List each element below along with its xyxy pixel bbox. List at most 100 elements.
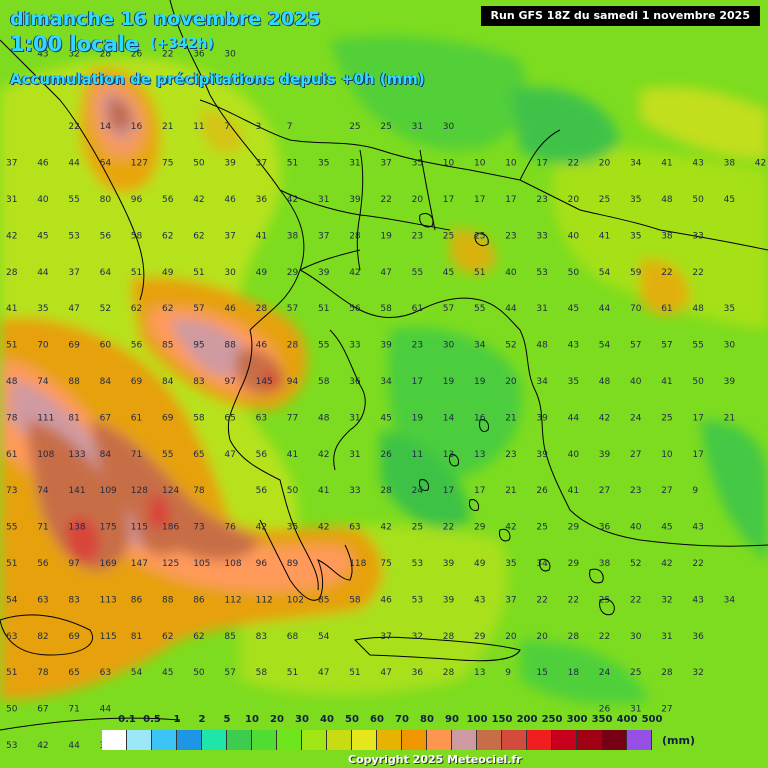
- grid-value: 55: [162, 450, 173, 460]
- grid-value: 65: [193, 450, 204, 460]
- legend-label: 400: [616, 714, 638, 725]
- grid-value: 25: [474, 231, 485, 241]
- grid-value: 108: [224, 559, 241, 569]
- legend-label: 10: [245, 714, 259, 725]
- grid-value: 78: [37, 668, 49, 678]
- legend-label: 30: [295, 714, 309, 725]
- legend-label: 1: [173, 714, 181, 725]
- grid-value: 56: [100, 231, 112, 241]
- grid-value: 85: [162, 341, 173, 351]
- grid-value: 34: [724, 595, 736, 605]
- grid-value: 73: [6, 486, 17, 496]
- grid-value: 85: [224, 632, 235, 642]
- legend-label: 100: [466, 714, 488, 725]
- valid-time-line: 1:00 locale: [10, 32, 140, 56]
- legend-labels: 0.1 0.5 1 2 5 10 20 30 40 50 60 70 80 90 100 150 200 250 3…: [0, 714, 768, 728]
- grid-value: 56: [131, 341, 143, 351]
- grid-value: 54: [599, 268, 611, 278]
- grid-value: 35: [287, 523, 298, 533]
- grid-value: 28: [256, 304, 268, 314]
- grid-value: 96: [131, 195, 143, 205]
- grid-value: 88: [68, 377, 80, 387]
- grid-value: 41: [661, 159, 672, 169]
- legend-label: 60: [370, 714, 384, 725]
- grid-value: 62: [131, 304, 142, 314]
- legend-unit: (mm): [662, 734, 695, 747]
- grid-value: 56: [349, 304, 361, 314]
- grid-value: 42: [256, 523, 267, 533]
- grid-value: 77: [287, 413, 298, 423]
- grid-value: 11: [412, 450, 423, 460]
- grid-value: 88: [162, 595, 174, 605]
- grid-value: 17: [474, 486, 485, 496]
- grid-value: 19: [474, 377, 486, 387]
- legend-label: 500: [641, 714, 663, 725]
- grid-value: 59: [630, 268, 642, 278]
- legend-label: 250: [541, 714, 563, 725]
- grid-value: 19: [443, 377, 455, 387]
- grid-value: 10: [474, 159, 486, 169]
- grid-value: 112: [224, 595, 241, 605]
- grid-value: 35: [318, 159, 329, 169]
- grid-value: 41: [599, 231, 610, 241]
- legend-swatch: [527, 730, 552, 750]
- grid-value: 26: [131, 49, 143, 59]
- color-scale-legend: [102, 730, 652, 750]
- grid-value: 52: [100, 304, 111, 314]
- grid-value: 34: [630, 159, 642, 169]
- grid-value: 128: [131, 486, 148, 496]
- grid-value: 31: [536, 304, 547, 314]
- grid-value: 39: [536, 413, 548, 423]
- grid-value: 67: [37, 705, 48, 715]
- grid-value: 48: [6, 377, 18, 387]
- grid-value: 63: [256, 413, 267, 423]
- legend-swatch: [427, 730, 452, 750]
- grid-value: 50: [6, 705, 18, 715]
- grid-value: 25: [443, 231, 454, 241]
- grid-value: 147: [131, 559, 148, 569]
- grid-value: 22: [68, 122, 79, 132]
- grid-value: 40: [630, 523, 642, 533]
- grid-value: 81: [68, 413, 79, 423]
- grid-value: 56: [162, 195, 174, 205]
- grid-value: 52: [505, 341, 516, 351]
- grid-value: 17: [474, 195, 485, 205]
- legend-label: 40: [320, 714, 334, 725]
- grid-value: 31: [630, 705, 641, 715]
- grid-value: 22: [599, 632, 610, 642]
- grid-value: 35: [505, 559, 516, 569]
- grid-value: 14: [100, 122, 112, 132]
- grid-value: 78: [193, 486, 205, 496]
- grid-value: 32: [661, 595, 672, 605]
- grid-value: 111: [37, 413, 54, 423]
- grid-value: 35: [37, 304, 48, 314]
- grid-value: 29: [568, 523, 580, 533]
- grid-value: 36: [193, 49, 205, 59]
- grid-value: 88: [224, 341, 236, 351]
- grid-value: 36: [349, 377, 361, 387]
- grid-value: 33: [349, 486, 360, 496]
- grid-value: 17: [536, 159, 547, 169]
- grid-value: 48: [599, 377, 611, 387]
- grid-value: 78: [6, 413, 18, 423]
- grid-value: 30: [224, 268, 236, 278]
- grid-value: 17: [692, 413, 703, 423]
- grid-value: 61: [412, 304, 423, 314]
- grid-value: 21: [505, 486, 516, 496]
- legend-label: 0.1: [118, 714, 136, 725]
- grid-value: 71: [37, 523, 48, 533]
- grid-value: 24: [630, 413, 642, 423]
- grid-value: 25: [599, 595, 610, 605]
- grid-value: 48: [692, 304, 704, 314]
- grid-value: 37: [224, 231, 235, 241]
- grid-value: 53: [412, 559, 423, 569]
- legend-swatch: [152, 730, 177, 750]
- grid-value: 34: [536, 559, 548, 569]
- grid-value: 9: [505, 668, 511, 678]
- grid-value: 95: [193, 341, 204, 351]
- grid-value: 26: [536, 486, 548, 496]
- grid-value: 45: [380, 413, 391, 423]
- legend-label: 5: [223, 714, 231, 725]
- grid-value: 37: [505, 595, 516, 605]
